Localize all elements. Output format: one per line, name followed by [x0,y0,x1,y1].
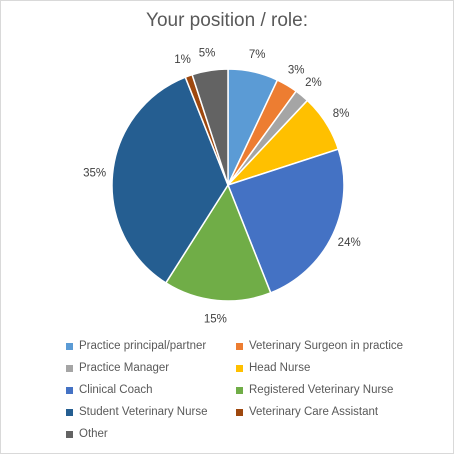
legend-swatch [66,386,73,394]
pie-slice-student-veterinary-nurse [111,76,229,284]
legend-swatch [236,342,243,350]
legend-item-head-nurse: Head Nurse [236,360,436,376]
data-label-practice-manager: 2% [305,77,322,89]
legend-swatch [236,386,243,394]
legend-label: Other [79,428,108,440]
legend-item-veterinary-care-assistant: Veterinary Care Assistant [236,404,436,420]
legend-label: Registered Veterinary Nurse [249,384,394,396]
legend-item-veterinary-surgeon-in-practice: Veterinary Surgeon in practice [236,338,436,354]
legend-swatch [236,408,243,416]
legend-item-practice-principal-partner: Practice principal/partner [66,338,236,354]
legend-swatch [66,342,73,350]
legend-label: Practice principal/partner [79,340,207,352]
chart-title: Your position / role: [146,10,308,31]
legend-item-other: Other [66,426,236,442]
legend-swatch [66,430,73,438]
legend-label: Clinical Coach [79,384,153,396]
data-label-veterinary-care-assistant: 1% [174,54,191,66]
legend-label: Veterinary Surgeon in practice [249,340,404,352]
legend-label: Head Nurse [249,362,311,374]
pie-slice-other [191,68,229,186]
data-label-practice-principal-partner: 7% [249,49,266,61]
legend-item-registered-veterinary-nurse: Registered Veterinary Nurse [236,382,436,398]
legend-swatch [236,364,243,372]
legend-item-practice-manager: Practice Manager [66,360,236,376]
legend-label: Practice Manager [79,362,170,374]
legend-item-clinical-coach: Clinical Coach [66,382,236,398]
legend-label: Veterinary Care Assistant [249,406,379,418]
data-label-other: 5% [199,48,216,60]
data-label-clinical-coach: 24% [338,237,361,249]
chart-legend: Practice principal/partner Veterinary Sur… [66,338,446,442]
pie-slice-registered-veterinary-nurse [164,183,272,302]
legend-swatch [66,364,73,372]
data-label-veterinary-surgeon-in-practice: 3% [288,65,305,77]
legend-swatch [66,408,73,416]
legend-item-student-veterinary-nurse: Student Veterinary Nurse [66,404,236,420]
data-label-head-nurse: 8% [333,108,350,120]
data-label-registered-veterinary-nurse: 15% [204,313,227,325]
data-label-student-veterinary-nurse: 35% [83,167,106,179]
legend-label: Student Veterinary Nurse [79,406,208,418]
